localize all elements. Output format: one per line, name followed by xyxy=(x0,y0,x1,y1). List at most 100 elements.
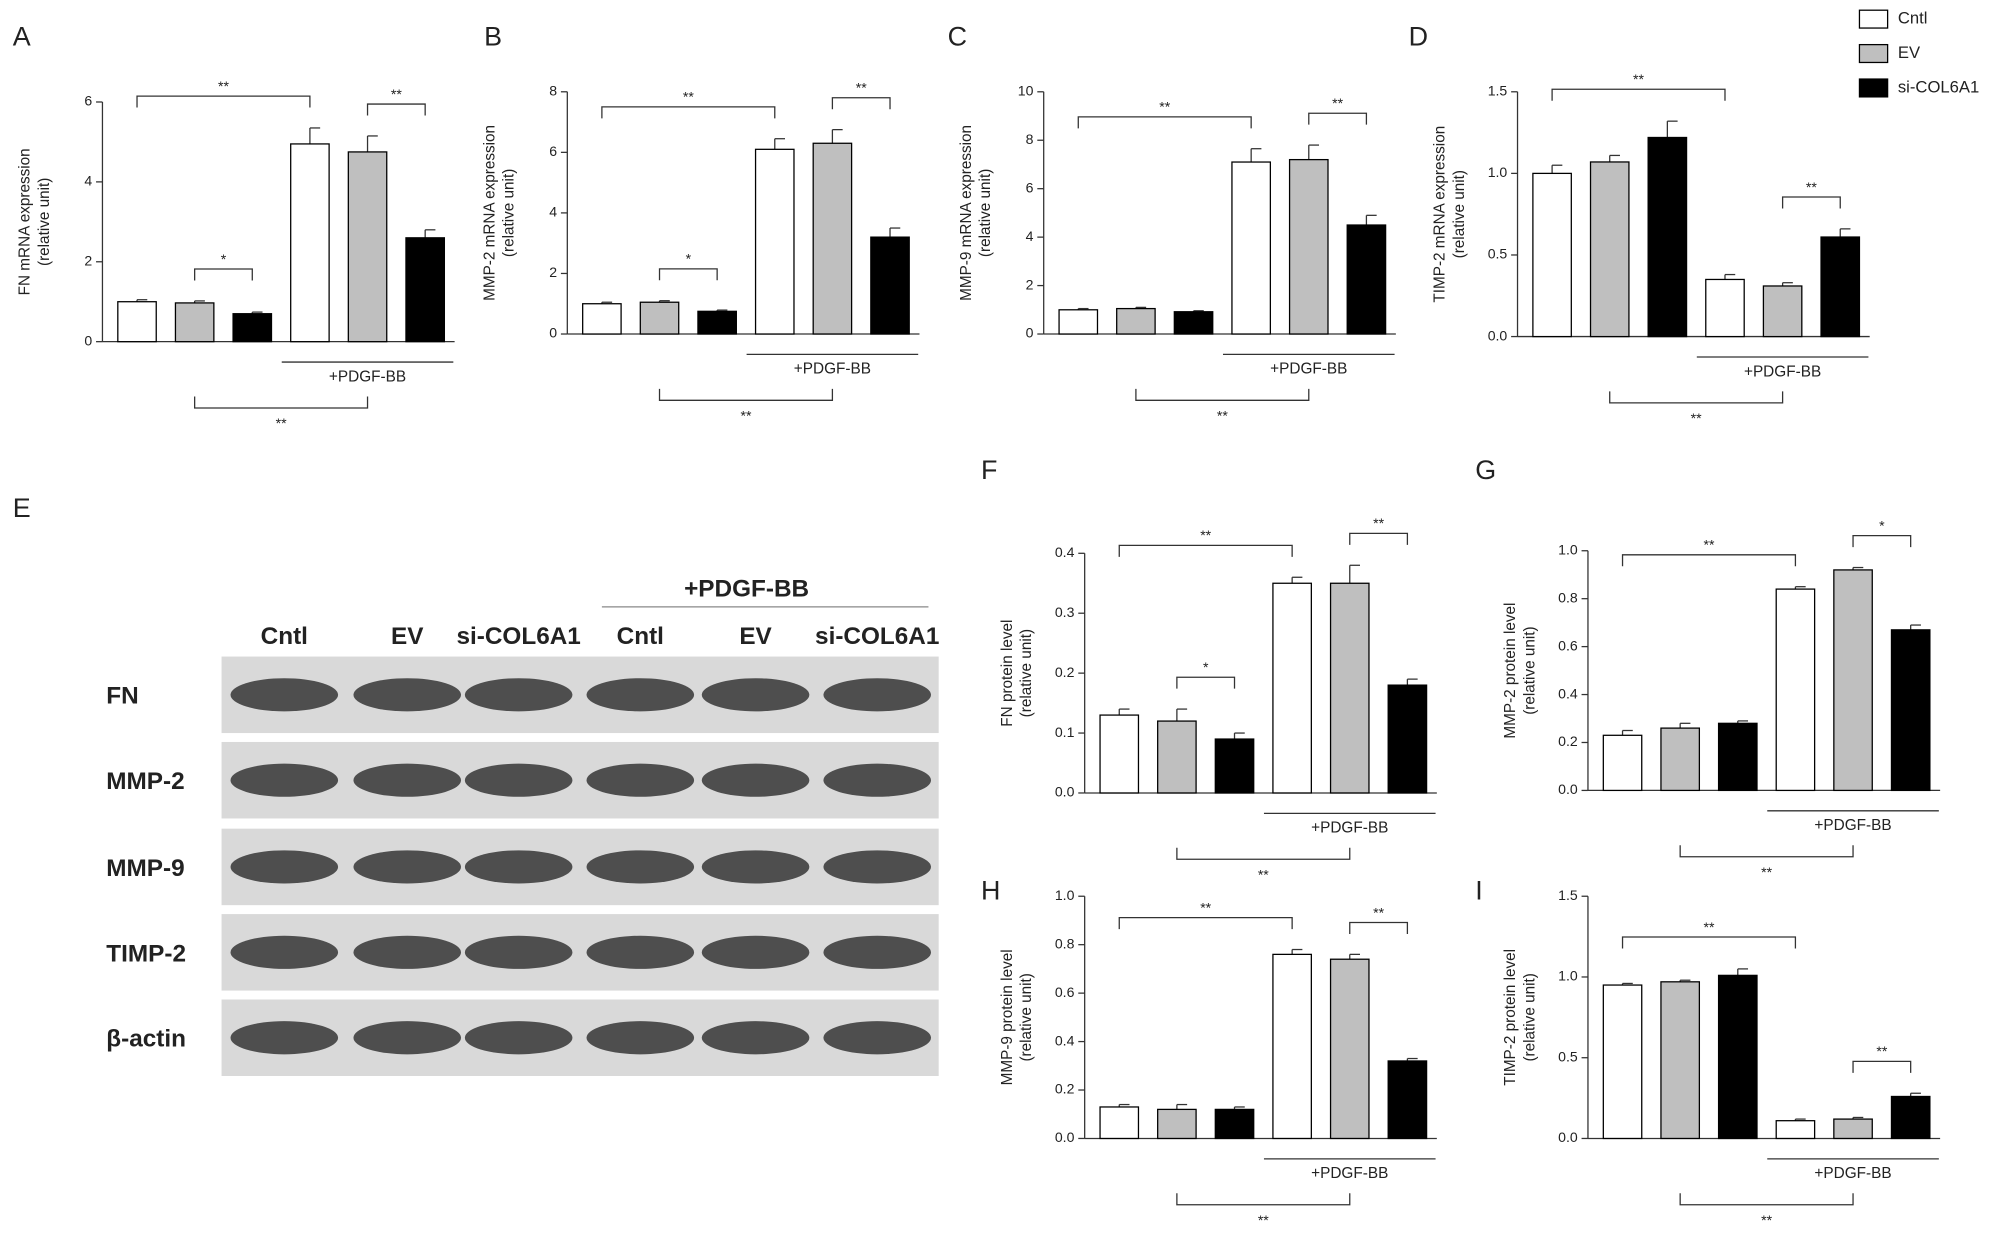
sig-bracket xyxy=(1135,388,1310,401)
band xyxy=(701,935,810,969)
sig-bracket xyxy=(1077,116,1252,129)
sig-bracket xyxy=(194,396,369,409)
band xyxy=(701,1021,810,1055)
y-tick-label: 4 xyxy=(549,204,557,220)
y-axis-label: (relative unit) xyxy=(36,178,53,266)
sig-label: ** xyxy=(1761,864,1772,880)
sig-label: ** xyxy=(1200,527,1211,543)
lane-label: EV xyxy=(391,623,424,650)
y-tick-label: 0.2 xyxy=(1055,1081,1075,1097)
sig-bracket xyxy=(1852,1060,1912,1073)
band xyxy=(464,763,573,797)
group-label: +PDGF-BB xyxy=(1311,820,1388,837)
y-axis-label: TIMP-2 mRNA expression xyxy=(1432,126,1449,303)
bar xyxy=(1288,158,1329,335)
band xyxy=(230,1021,339,1055)
y-tick-label: 6 xyxy=(1026,179,1034,195)
sig-label: * xyxy=(221,251,227,267)
lane-label: si-COL6A1 xyxy=(815,623,939,650)
row-label: MMP-2 xyxy=(106,768,184,795)
band xyxy=(586,1021,695,1055)
legend-swatch xyxy=(1858,9,1889,29)
bar xyxy=(1329,582,1370,794)
bar xyxy=(1231,161,1272,335)
y-tick-label: 0.4 xyxy=(1558,685,1578,701)
y-tick-label: 1.0 xyxy=(1558,541,1578,557)
sig-bracket xyxy=(1176,676,1236,689)
y-tick-label: 0.2 xyxy=(1558,733,1578,749)
sig-bracket xyxy=(1781,196,1841,209)
bar xyxy=(1660,727,1701,792)
y-tick-label: 4 xyxy=(84,173,92,189)
y-tick-label: 0.0 xyxy=(1558,1129,1578,1145)
sig-bracket xyxy=(1852,535,1912,548)
sig-bracket xyxy=(658,388,834,401)
y-axis-label: FN protein level xyxy=(999,620,1016,727)
sig-label: ** xyxy=(1876,1043,1887,1059)
sig-bracket xyxy=(1679,845,1854,858)
y-tick-label: 1.5 xyxy=(1488,83,1508,99)
bar xyxy=(347,151,388,343)
bar xyxy=(405,237,446,343)
bar xyxy=(1717,722,1758,792)
bar xyxy=(1387,684,1428,794)
y-tick-label: 8 xyxy=(549,83,557,99)
band xyxy=(230,678,339,712)
sig-bracket xyxy=(1679,1193,1854,1206)
sig-label: ** xyxy=(1373,904,1384,920)
sig-label: ** xyxy=(1691,410,1702,426)
sig-bracket xyxy=(1621,936,1797,949)
y-tick-label: 0.0 xyxy=(1055,784,1075,800)
bar xyxy=(1532,172,1572,338)
bar xyxy=(1272,582,1312,794)
sig-label: ** xyxy=(218,78,229,94)
y-tick-label: 2 xyxy=(1026,276,1034,292)
y-axis-label: MMP-9 protein level xyxy=(999,949,1016,1085)
bar xyxy=(1214,1108,1255,1140)
band xyxy=(353,763,462,797)
bar xyxy=(1272,953,1312,1140)
sig-label: ** xyxy=(391,86,402,102)
group-label: +PDGF-BB xyxy=(794,361,871,378)
band xyxy=(701,850,810,884)
sig-label: ** xyxy=(1703,919,1714,935)
sig-label: ** xyxy=(1159,99,1170,115)
band xyxy=(586,850,695,884)
band xyxy=(823,850,932,884)
sig-bracket xyxy=(1308,112,1368,125)
band xyxy=(586,935,695,969)
bar xyxy=(1602,734,1643,792)
sig-label: ** xyxy=(1217,408,1228,424)
sig-bracket xyxy=(1349,532,1409,545)
lane-label: Cntl xyxy=(261,623,308,650)
legend-label: si-COL6A1 xyxy=(1898,77,1979,96)
bar xyxy=(1157,720,1197,794)
legend-label: Cntl xyxy=(1898,9,1928,28)
sig-bracket xyxy=(1349,921,1409,934)
sig-bracket xyxy=(831,97,891,110)
y-tick-label: 2 xyxy=(549,264,557,280)
sig-bracket xyxy=(1609,391,1784,404)
panel-label: C xyxy=(948,21,967,51)
y-tick-label: 8 xyxy=(1026,131,1034,147)
bar xyxy=(1833,569,1873,792)
band xyxy=(353,1021,462,1055)
sig-label: ** xyxy=(1761,1212,1772,1228)
sig-bracket xyxy=(366,103,426,116)
sig-label: ** xyxy=(1258,1212,1269,1228)
band xyxy=(823,935,932,969)
y-axis-label: FN mRNA expression xyxy=(17,148,34,295)
sig-label: ** xyxy=(1258,867,1269,883)
bar xyxy=(1890,1095,1931,1140)
y-tick-label: 0.8 xyxy=(1558,589,1578,605)
bar xyxy=(1890,629,1931,792)
group-label: +PDGF-BB xyxy=(1814,1165,1891,1182)
bar xyxy=(1775,1120,1816,1140)
row-label: FN xyxy=(106,683,138,710)
y-axis-label: MMP-2 protein level xyxy=(1502,603,1519,739)
panel-label: I xyxy=(1475,876,1482,906)
bar xyxy=(1157,1108,1197,1140)
band xyxy=(353,678,462,712)
sig-bracket xyxy=(194,268,253,281)
y-tick-label: 0.5 xyxy=(1488,246,1508,262)
